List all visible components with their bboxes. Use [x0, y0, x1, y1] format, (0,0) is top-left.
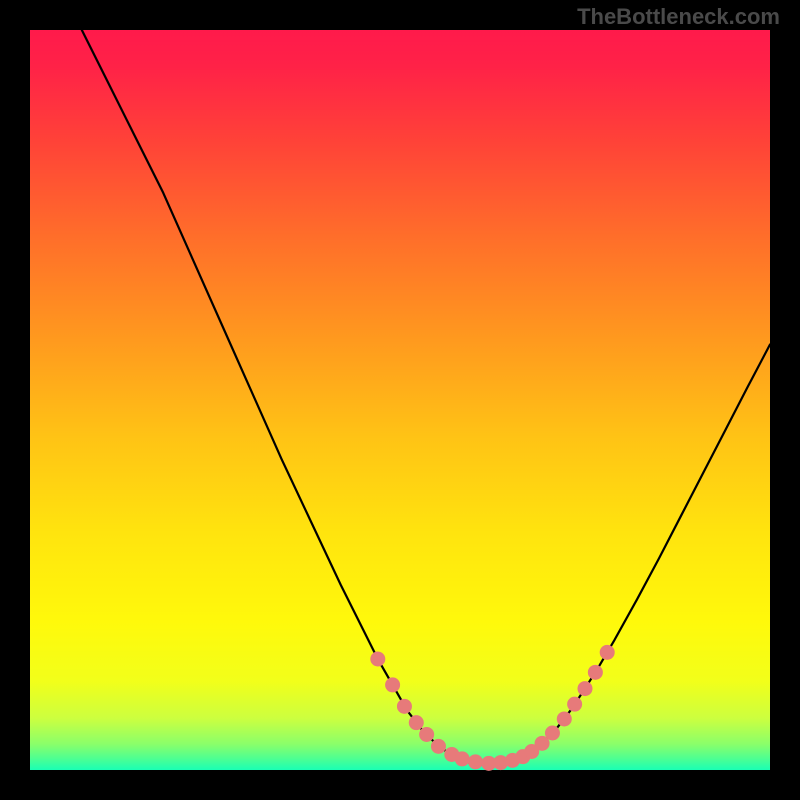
- chart-container: TheBottleneck.com: [0, 0, 800, 800]
- watermark-text: TheBottleneck.com: [577, 4, 780, 30]
- bottleneck-curve-chart: [0, 0, 800, 800]
- plot-background: [30, 30, 770, 770]
